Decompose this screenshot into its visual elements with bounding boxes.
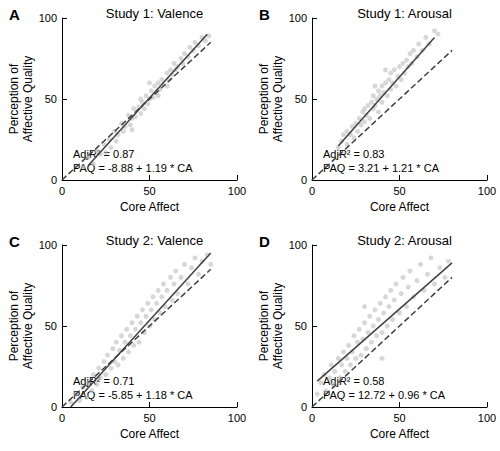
svg-text:0: 0	[59, 412, 65, 424]
svg-text:100: 100	[289, 239, 307, 251]
svg-text:50: 50	[295, 320, 307, 332]
svg-text:100: 100	[289, 12, 307, 24]
svg-text:100: 100	[228, 412, 246, 424]
svg-text:50: 50	[295, 93, 307, 105]
svg-text:50: 50	[143, 185, 155, 197]
svg-text:A: A	[9, 6, 20, 23]
svg-text:AdjR² = 0.71: AdjR² = 0.71	[73, 375, 134, 387]
svg-text:Core Affect: Core Affect	[370, 200, 430, 214]
svg-text:AdjR² = 0.87: AdjR² = 0.87	[73, 147, 135, 160]
svg-text:Study 1: Arousal: Study 1: Arousal	[357, 6, 452, 21]
svg-text:Affective Quality: Affective Quality	[21, 283, 35, 369]
svg-text:100: 100	[478, 185, 496, 197]
svg-text:0: 0	[51, 401, 57, 413]
svg-text:0: 0	[59, 185, 65, 197]
svg-text:100: 100	[39, 239, 57, 251]
svg-text:0: 0	[309, 412, 315, 424]
svg-text:100: 100	[478, 412, 496, 424]
svg-text:Perception of: Perception of	[7, 63, 21, 134]
svg-text:0: 0	[301, 401, 307, 413]
svg-text:50: 50	[393, 185, 405, 197]
svg-text:Perception of: Perception of	[257, 63, 271, 134]
svg-text:100: 100	[228, 185, 246, 197]
svg-text:Study 2: Valence: Study 2: Valence	[106, 233, 203, 248]
svg-text:100: 100	[39, 12, 57, 24]
svg-text:PAQ = 12.72 + 0.96 * CA: PAQ = 12.72 + 0.96 * CA	[323, 389, 446, 401]
svg-text:Core Affect: Core Affect	[120, 200, 180, 214]
svg-text:50: 50	[45, 93, 57, 105]
svg-text:0: 0	[309, 185, 315, 197]
svg-text:Perception of: Perception of	[257, 290, 271, 361]
svg-text:Core Affect: Core Affect	[120, 427, 180, 441]
svg-text:Core Affect: Core Affect	[370, 427, 430, 441]
svg-text:0: 0	[301, 174, 307, 186]
svg-text:B: B	[259, 6, 270, 23]
svg-text:50: 50	[143, 412, 155, 424]
svg-text:Perception of: Perception of	[7, 290, 21, 361]
svg-text:PAQ = -8.88 + 1.19 * CA: PAQ = -8.88 + 1.19 * CA	[73, 161, 193, 174]
svg-text:AdjR² = 0.58: AdjR² = 0.58	[323, 375, 384, 387]
svg-text:Affective Quality: Affective Quality	[271, 56, 285, 142]
svg-text:Affective Quality: Affective Quality	[21, 56, 35, 142]
svg-text:50: 50	[45, 320, 57, 332]
svg-text:D: D	[259, 233, 270, 250]
svg-text:Study 1: Valence: Study 1: Valence	[106, 6, 203, 21]
svg-text:Affective Quality: Affective Quality	[271, 283, 285, 369]
svg-text:C: C	[9, 233, 20, 250]
svg-text:PAQ = -5.85 + 1.18 * CA: PAQ = -5.85 + 1.18 * CA	[73, 389, 193, 401]
svg-text:AdjR² = 0.83: AdjR² = 0.83	[323, 148, 384, 160]
svg-text:50: 50	[393, 412, 405, 424]
svg-text:0: 0	[51, 174, 57, 186]
svg-text:Study 2: Arousal: Study 2: Arousal	[357, 233, 452, 248]
svg-text:PAQ = 3.21 + 1.21 * CA: PAQ = 3.21 + 1.21 * CA	[323, 162, 440, 174]
